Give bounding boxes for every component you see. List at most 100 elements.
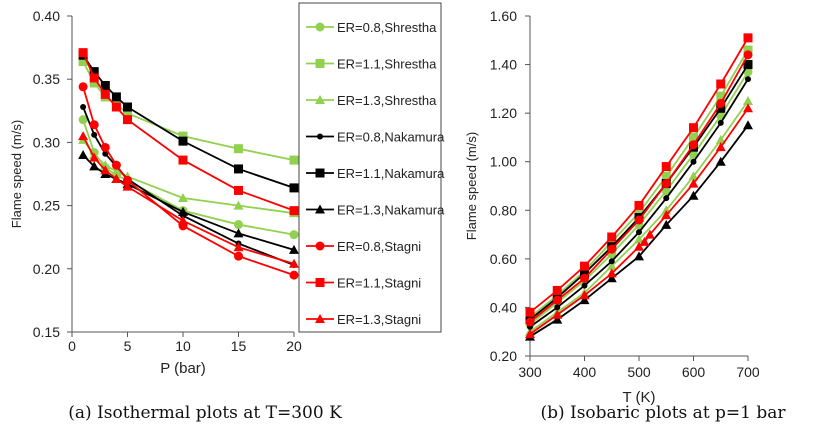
data-point <box>123 108 132 118</box>
legend: ER=0.8,Shrestha ER=1.1,Shrestha ER=1.3,Shr… <box>298 2 445 333</box>
data-point <box>634 241 644 251</box>
data-point <box>716 91 726 101</box>
series-ER=0.8,Stagni <box>78 82 299 280</box>
data-point <box>100 81 110 91</box>
data-point <box>634 251 644 261</box>
chart-panel-a: 0.15 0.20 0.25 0.30 0.35 0.40 0 5 10 15 20 P (bar) F… <box>9 8 302 377</box>
legend-marker <box>315 59 325 68</box>
data-point <box>233 242 244 252</box>
legend-item: ER=0.8,Stagni <box>306 239 421 254</box>
data-point <box>178 193 188 203</box>
data-point <box>178 136 188 146</box>
data-point <box>715 134 726 144</box>
data-point <box>689 123 698 133</box>
data-point <box>661 210 672 220</box>
legend-label: ER=1.3,Shrestha <box>337 93 437 108</box>
data-point <box>111 160 121 170</box>
y-tick-label: 0.20 <box>490 348 517 364</box>
data-point <box>688 178 699 188</box>
data-point <box>100 142 110 152</box>
chart-panel-b: 0.20 0.40 0.60 0.80 1.00 1.20 1.40 1.60 300 400 50… <box>464 8 760 406</box>
data-point <box>552 309 563 319</box>
y-tick-label: 1.40 <box>490 57 517 73</box>
data-point <box>111 102 121 112</box>
data-point <box>289 258 299 268</box>
y-tick-label: 0.25 <box>33 198 60 214</box>
data-point <box>743 120 753 130</box>
data-point <box>234 164 243 174</box>
data-point <box>716 98 726 108</box>
data-point <box>743 45 753 55</box>
series-line <box>529 37 749 313</box>
data-point <box>716 103 726 113</box>
data-point <box>111 92 121 102</box>
caption-b: (b) Isobaric plots at p=1 bar <box>540 403 786 423</box>
data-point <box>579 295 590 305</box>
data-point <box>663 195 670 202</box>
data-point <box>89 120 99 130</box>
data-point <box>91 131 98 138</box>
data-point <box>552 285 562 295</box>
data-point <box>717 119 724 126</box>
y-tick-label: 1.60 <box>490 8 517 24</box>
data-point <box>102 150 109 157</box>
legend-label: ER=1.1,Nakamura <box>337 166 445 181</box>
series-ER=0.8,Nakamura <box>80 104 297 269</box>
legend-item: ER=0.8,Nakamura <box>306 130 445 145</box>
data-point <box>78 57 88 67</box>
legend-label: ER=1.1,Stagni <box>337 276 421 291</box>
y-axis-label: Flame speed (m/s) <box>9 120 24 228</box>
y-tick-label: 1.00 <box>490 154 517 170</box>
data-point <box>606 273 617 283</box>
x-axis-label: P (bar) <box>160 360 206 377</box>
series-ER=0.8,Stagni <box>525 50 753 327</box>
data-point <box>234 185 243 195</box>
y-tick-label: 1.20 <box>490 105 517 121</box>
data-point <box>606 268 617 278</box>
legend-item: ER=1.3,Shrestha <box>306 93 437 108</box>
data-point <box>661 219 672 229</box>
data-point <box>100 89 110 99</box>
legend-marker <box>315 314 325 323</box>
data-point <box>89 152 100 162</box>
data-point <box>89 161 100 171</box>
x-tick-label: 500 <box>627 364 651 380</box>
caption-a: (a) Isothermal plots at T=300 K <box>68 403 342 423</box>
data-point <box>289 206 299 216</box>
data-point <box>178 206 188 216</box>
data-point <box>234 144 243 154</box>
y-tick-label: 0.35 <box>33 71 60 87</box>
data-point <box>122 181 133 191</box>
y-tick-label: 0.20 <box>33 261 60 277</box>
legend-label: ER=1.3,Nakamura <box>337 203 445 218</box>
data-point <box>178 131 188 141</box>
data-point <box>289 155 299 165</box>
data-point <box>743 50 753 60</box>
legend-label: ER=0.8,Stagni <box>337 239 421 254</box>
legend-item: ER=1.3,Nakamura <box>306 203 445 218</box>
data-point <box>123 102 132 112</box>
data-point <box>716 79 726 89</box>
legend-item: ER=1.1,Stagni <box>306 276 421 291</box>
legend-marker <box>315 204 325 214</box>
series-ER=1.1,Stagni <box>525 33 753 317</box>
data-point <box>111 174 122 184</box>
legend-marker <box>315 168 325 178</box>
data-point <box>661 179 671 189</box>
series-ER=1.1,Shrestha <box>78 57 299 165</box>
legend-marker <box>315 278 325 287</box>
legend-item: ER=1.1,Shrestha <box>306 57 437 72</box>
data-point <box>688 190 699 200</box>
legend-item: ER=0.8,Shrestha <box>306 20 437 35</box>
data-point <box>634 234 644 244</box>
x-tick-label: 15 <box>231 338 247 354</box>
x-tick-label: 20 <box>286 338 302 354</box>
legend-marker <box>315 241 325 251</box>
x-tick-label: 0 <box>68 338 76 354</box>
data-point <box>234 220 243 230</box>
x-tick-label: 300 <box>518 364 542 380</box>
data-point <box>123 115 132 125</box>
data-point <box>688 171 699 181</box>
data-point <box>607 232 617 242</box>
